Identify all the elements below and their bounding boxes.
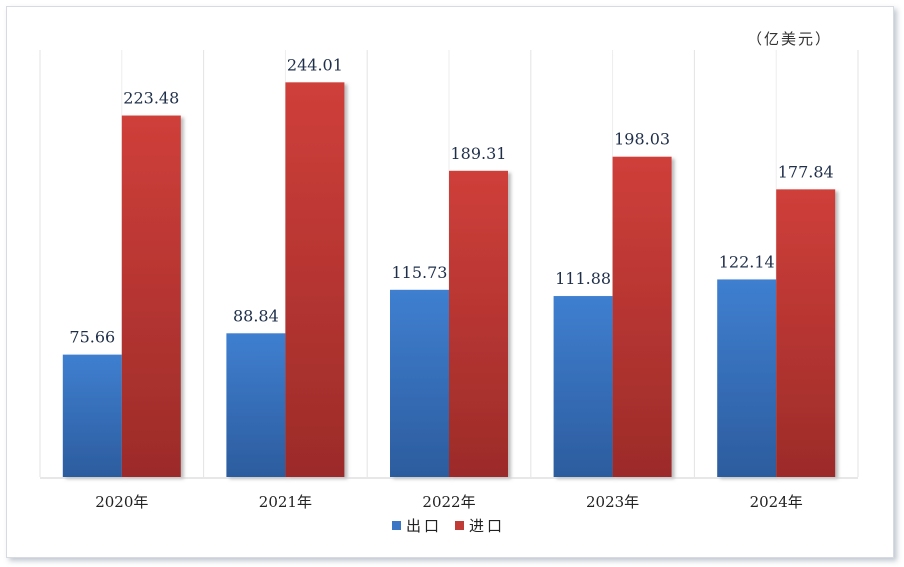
data-label: 111.88 <box>555 269 611 288</box>
data-label: 88.84 <box>233 306 279 325</box>
import-bar <box>121 115 181 478</box>
bars <box>62 82 836 478</box>
data-label: 244.01 <box>287 55 343 74</box>
x-tick-label: 2023年 <box>586 493 639 511</box>
export-bar <box>226 333 286 477</box>
import-bar <box>776 189 836 477</box>
legend-swatch <box>455 521 464 530</box>
unit-label: （亿美元） <box>747 30 832 48</box>
data-labels: 75.66 223.48 88.84 244.01 115.73 189.31 111.88… <box>69 55 833 346</box>
data-label: 177.84 <box>778 162 834 181</box>
legend-label: 进口 <box>469 517 505 535</box>
data-label: 122.14 <box>719 252 775 271</box>
x-tick-label: 2021年 <box>259 493 312 511</box>
data-label: 198.03 <box>614 130 670 149</box>
x-axis: 2020年 2021年 2022年 2023年 2024年 <box>40 477 858 511</box>
import-bar <box>285 82 345 478</box>
x-tick-label: 2020年 <box>95 493 148 511</box>
data-label: 189.31 <box>451 144 507 163</box>
data-label: 115.73 <box>392 263 448 282</box>
data-label: 223.48 <box>123 89 179 108</box>
export-bar <box>717 279 777 477</box>
legend-swatch <box>392 521 401 530</box>
import-bar <box>612 156 672 477</box>
import-bar <box>449 170 508 477</box>
legend: 出口 进口 <box>392 517 505 535</box>
x-tick-label: 2024年 <box>750 493 803 511</box>
legend-label: 出口 <box>406 517 442 535</box>
export-bar <box>553 296 613 477</box>
export-bar <box>62 354 122 477</box>
x-tick-label: 2022年 <box>422 493 475 511</box>
data-label: 75.66 <box>69 328 115 347</box>
export-bar <box>390 289 449 477</box>
